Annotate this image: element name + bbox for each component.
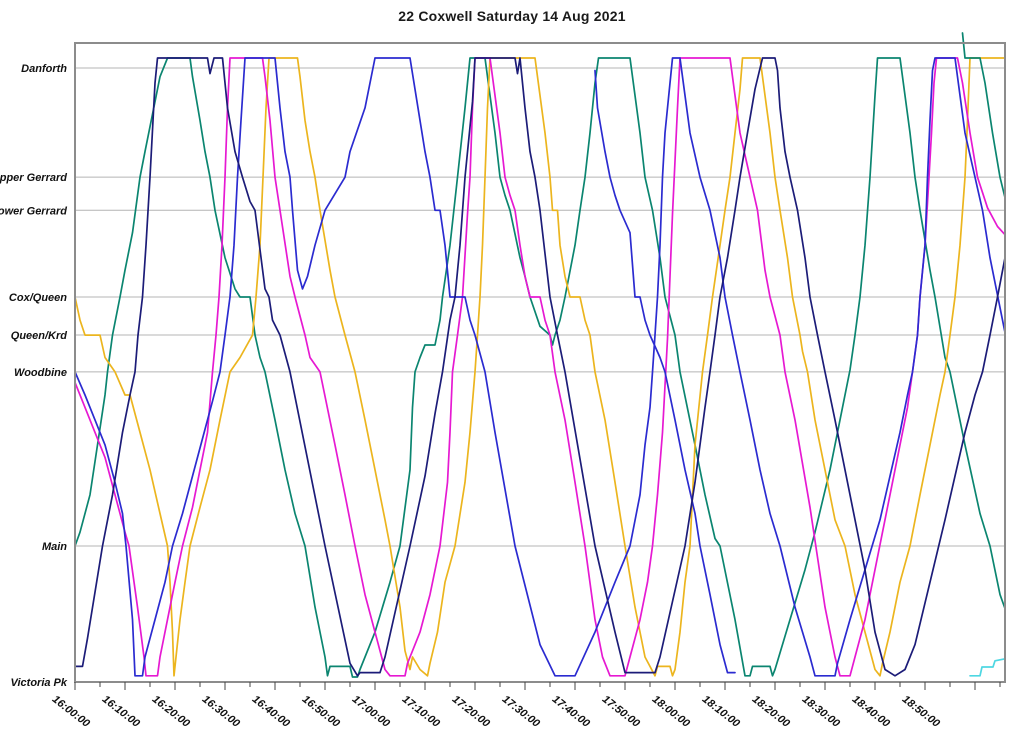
x-axis-label: 18:20:00 bbox=[750, 693, 793, 730]
series-line-run-magenta bbox=[74, 57, 1006, 677]
y-axis-station-label: Woodbine bbox=[14, 367, 67, 379]
x-axis-label: 16:30:00 bbox=[200, 693, 243, 730]
chart-title: 22 Coxwell Saturday 14 Aug 2021 bbox=[398, 8, 626, 24]
x-axis-label: 17:50:00 bbox=[600, 693, 643, 730]
x-axis-label: 17:30:00 bbox=[500, 693, 543, 730]
y-axis-station-label: Upper Gerrard bbox=[0, 172, 67, 184]
x-axis-label: 17:10:00 bbox=[400, 693, 443, 730]
series-group bbox=[74, 32, 1006, 678]
x-axis-label: 18:40:00 bbox=[850, 693, 893, 730]
series-line-run-navy bbox=[74, 57, 1006, 677]
plot-border bbox=[74, 42, 1006, 683]
y-axis-station-label: Cox/Queen bbox=[9, 292, 67, 304]
series-line-run-gold bbox=[74, 57, 1006, 677]
x-axis-label: 16:10:00 bbox=[100, 693, 143, 730]
x-axis-label: 17:00:00 bbox=[350, 693, 393, 730]
y-axis-station-label: Victoria Pk bbox=[11, 677, 68, 689]
series-line-run-cyan bbox=[969, 657, 1006, 677]
series-line-run-teal bbox=[74, 57, 1006, 678]
series-line-run-blue bbox=[74, 57, 1006, 677]
x-axis-label: 18:10:00 bbox=[700, 693, 743, 730]
y-axis-station-label: Lower Gerrard bbox=[0, 205, 67, 217]
series-line-run-blue-short bbox=[594, 69, 736, 674]
x-axis-label: 16:00:00 bbox=[50, 693, 93, 730]
series-line-run-teal-entering bbox=[961, 32, 1006, 206]
x-axis-label: 18:00:00 bbox=[650, 693, 693, 730]
x-axis-label: 16:20:00 bbox=[150, 693, 193, 730]
x-axis-label: 17:40:00 bbox=[550, 693, 593, 730]
y-axis-station-label: Queen/Krd bbox=[11, 330, 68, 342]
x-axis-label: 16:40:00 bbox=[250, 693, 293, 730]
x-axis-label: 17:20:00 bbox=[450, 693, 493, 730]
y-axis-station-label: Danforth bbox=[21, 63, 67, 75]
y-axis-station-label: Main bbox=[42, 541, 67, 553]
x-axis-label: 18:50:00 bbox=[900, 693, 943, 730]
x-axis-label: 16:50:00 bbox=[300, 693, 343, 730]
x-axis-label: 18:30:00 bbox=[800, 693, 843, 730]
